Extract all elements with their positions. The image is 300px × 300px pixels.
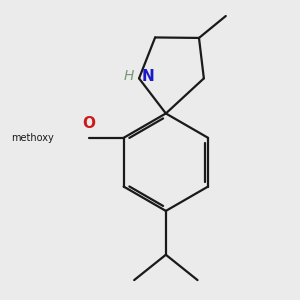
Text: H: H <box>124 69 134 83</box>
Text: N: N <box>142 69 154 84</box>
Text: methoxy: methoxy <box>11 133 53 143</box>
Text: O: O <box>82 116 95 131</box>
